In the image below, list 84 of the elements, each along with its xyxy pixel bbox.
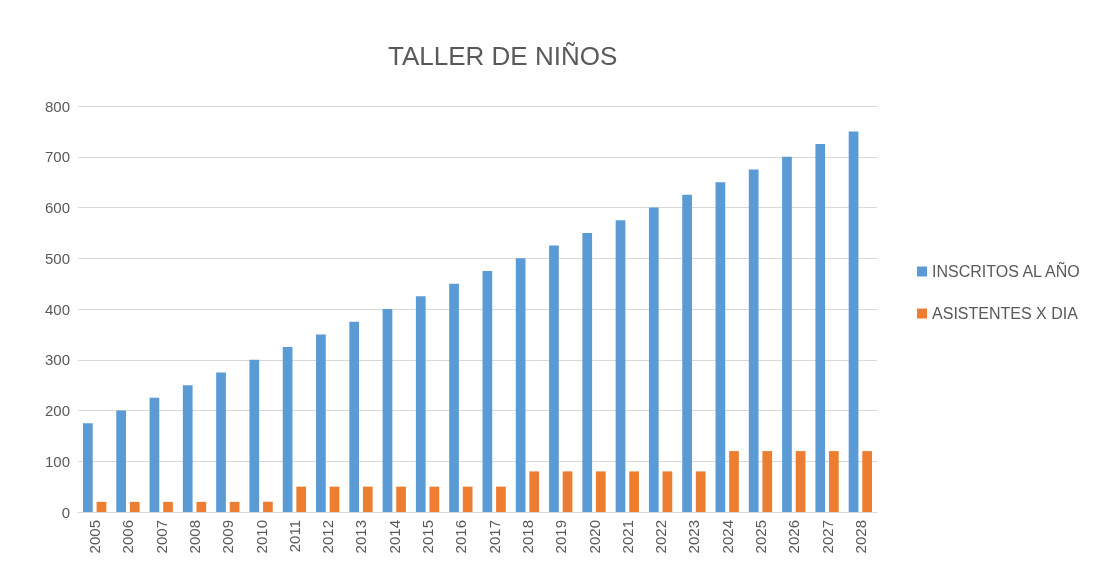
x-tick-label: 2017 <box>485 520 503 554</box>
x-tick-label: 2027 <box>818 520 836 554</box>
bar <box>96 501 107 512</box>
x-tick-label: 2009 <box>219 520 237 554</box>
bar <box>429 486 440 512</box>
x-tick-label: 2012 <box>319 520 337 554</box>
bar <box>415 296 426 512</box>
x-tick-label: 2010 <box>252 520 270 554</box>
bar <box>116 410 126 512</box>
bar <box>748 169 759 512</box>
x-tick-label: 2006 <box>119 520 137 554</box>
x-tick-label: 2020 <box>585 520 603 554</box>
bar <box>762 451 773 512</box>
bar <box>462 486 473 512</box>
bar <box>549 245 559 512</box>
bar <box>662 471 673 512</box>
y-tick-label: 200 <box>44 402 70 419</box>
x-tick-label: 2011 <box>285 520 303 553</box>
x-tick-label: 2026 <box>785 520 803 554</box>
bar <box>296 486 307 512</box>
bar <box>216 372 226 512</box>
x-tick-label: 2005 <box>86 520 104 554</box>
x-tick-label: 2021 <box>618 520 636 554</box>
bar <box>515 258 526 512</box>
bar <box>249 359 260 512</box>
y-tick-label: 700 <box>44 148 70 166</box>
legend-label: INSCRITOS AL AÑO <box>932 261 1080 280</box>
bar <box>695 471 706 512</box>
y-tick-label: 500 <box>44 249 70 267</box>
bar <box>595 471 606 512</box>
x-tick-label: 2025 <box>751 520 769 554</box>
bar <box>196 501 207 512</box>
bar <box>329 486 340 512</box>
x-tick-label: 2007 <box>152 520 170 554</box>
y-tick-label: 100 <box>44 452 70 470</box>
bar <box>316 334 326 512</box>
bar <box>163 501 173 512</box>
y-tick-label: 300 <box>44 351 70 369</box>
y-tick-label: 800 <box>44 97 70 115</box>
bar <box>815 144 826 512</box>
bar <box>729 451 739 512</box>
bar <box>615 220 626 512</box>
bar <box>382 309 393 512</box>
chart-title: TALLER DE NIÑOS <box>388 41 618 71</box>
bar <box>848 131 859 512</box>
x-tick-label: 2018 <box>518 520 536 554</box>
x-tick-label: 2028 <box>851 520 869 554</box>
bar <box>795 451 806 512</box>
x-tick-label: 2014 <box>385 520 403 554</box>
bar <box>862 451 873 512</box>
x-tick-label: 2016 <box>452 520 470 554</box>
bar <box>263 501 273 512</box>
bar <box>682 194 692 512</box>
y-tick-label: 600 <box>44 199 70 216</box>
bar <box>629 471 639 512</box>
bar <box>562 471 573 512</box>
bar <box>582 232 593 512</box>
x-tick-label: 2022 <box>652 520 670 554</box>
bar <box>82 423 93 512</box>
bar <box>362 486 373 512</box>
bar <box>829 451 839 512</box>
bar <box>149 397 160 512</box>
bar <box>782 156 792 512</box>
y-tick-label: 0 <box>61 503 70 521</box>
bar <box>182 385 193 512</box>
bar <box>229 501 240 512</box>
bar <box>349 321 360 512</box>
bar <box>496 486 506 512</box>
x-tick-label: 2023 <box>685 520 703 554</box>
x-tick-label: 2019 <box>552 520 570 554</box>
bar <box>396 486 406 512</box>
bar <box>449 283 459 512</box>
bar <box>129 501 140 512</box>
bar <box>482 270 493 512</box>
bar <box>529 471 540 512</box>
x-tick-label: 2024 <box>718 520 736 554</box>
bar <box>282 347 293 512</box>
legend-label: ASISTENTES X DIA <box>932 305 1079 322</box>
x-tick-label: 2015 <box>419 520 437 554</box>
x-tick-label: 2013 <box>352 520 370 554</box>
y-tick-label: 400 <box>44 300 70 318</box>
bar <box>715 182 726 512</box>
x-tick-label: 2008 <box>186 520 204 554</box>
bar <box>648 207 659 512</box>
